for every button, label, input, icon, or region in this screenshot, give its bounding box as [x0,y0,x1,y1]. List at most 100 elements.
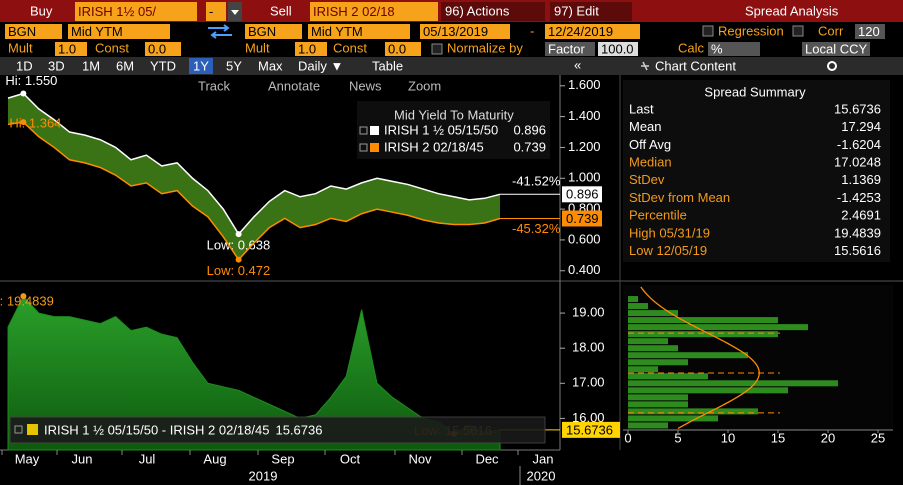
month-label: Dec [475,451,499,466]
histogram-bar [628,324,808,331]
summary-value: -1.4253 [837,190,881,205]
y-tick-label: 18.00 [572,340,605,355]
low-point [235,256,242,263]
period-button[interactable]: 1M [82,58,100,73]
mult-1-value-box[interactable] [55,42,87,56]
high-point [20,119,27,126]
buy-label: Buy [30,3,53,18]
frequency-button[interactable]: Daily ▼ [298,58,343,73]
chart-tool[interactable]: Annotate [268,78,320,93]
source-2-box[interactable] [245,24,302,39]
mult-2-value-box[interactable] [295,42,327,56]
currency-box[interactable] [802,42,870,56]
summary-value: -1.6204 [837,137,881,152]
month-label: Jul [139,451,156,466]
chart-tool[interactable]: Zoom [408,78,441,93]
legend-title: Mid Yield To Maturity [394,107,514,122]
settings-icon[interactable] [827,61,837,71]
period-button[interactable]: 1D [16,58,33,73]
legend-name: IRISH 1 ½ 05/15/50 - IRISH 2 02/18/45 [44,422,269,437]
mult-1-value: 1.0 [58,41,76,56]
const-2-value-box[interactable] [385,42,421,56]
mult-2-value: 1.0 [298,41,316,56]
start-date-box[interactable] [420,24,510,39]
edit-button[interactable] [550,2,632,21]
histogram-bar [628,387,788,394]
month-label: Jan [533,451,554,466]
const-1-value-box[interactable] [145,42,181,56]
histogram-bar [628,310,678,317]
legend-box [9,416,546,444]
period-button[interactable]: 3D [48,58,65,73]
legend-box [357,101,550,159]
edit-label: 97) Edit [554,3,599,18]
pair-dash-box[interactable] [206,2,226,21]
legend-value: 0.739 [513,139,546,154]
y-tick-label: 1.200 [568,139,601,154]
histogram-bar [628,352,748,359]
summary-label: Mean [629,119,662,134]
sell-security-box[interactable] [310,2,438,21]
period-button[interactable]: 1Y [193,58,209,73]
buy-security-box[interactable] [75,2,197,21]
field-2: Mid YTM [311,24,363,39]
yield-line [7,92,501,236]
period-button[interactable]: 6M [116,58,134,73]
corr-checkbox[interactable] [792,25,804,37]
period-button[interactable]: 5Y [226,58,242,73]
corr-label: Corr [818,23,844,38]
summary-value: 2.4691 [841,208,881,223]
period-button[interactable]: YTD [150,58,176,73]
normalize-value-box[interactable] [545,42,595,56]
summary-value: 19.4839 [834,225,881,240]
sell-label: Sell [270,3,292,18]
period-selected[interactable] [189,58,213,74]
y-tick-label: 0.600 [568,231,601,246]
legend-toggle[interactable] [359,143,368,152]
period-button[interactable]: Max [258,58,283,73]
swap-icon[interactable] [208,24,232,39]
legend-toggle[interactable] [359,126,368,135]
end-date-box[interactable] [545,24,640,39]
summary-value: 17.0248 [834,155,881,170]
chart-tool[interactable]: News [349,78,382,93]
low-point [235,231,242,238]
source-1-box[interactable] [5,24,62,39]
table-button[interactable]: Table [372,58,403,73]
field-2-box[interactable] [308,24,410,39]
regression-label: Regression [718,23,784,38]
actions-button[interactable] [441,2,545,21]
legend-toggle[interactable] [14,425,23,434]
factor-value-box[interactable] [598,42,638,56]
chart-content-button[interactable]: Chart Content [655,58,736,73]
last-tag-label: 15.6736 [566,422,613,437]
summary-value: 15.5616 [834,243,881,258]
summary-label: StDev [629,172,665,187]
chart-tool[interactable]: Track [198,78,231,93]
month-label: Oct [340,451,361,466]
calc-value-box[interactable] [708,42,760,56]
histogram-bar [628,366,658,373]
normalize-checkbox[interactable] [431,43,443,55]
calc-label: Calc [678,40,705,55]
end-date: 12/24/2019 [548,24,613,39]
field-1-box[interactable] [68,24,170,39]
histogram-bar [628,401,688,408]
y-tick-label: 17.00 [572,375,605,390]
last-tag [562,210,602,227]
regression-checkbox[interactable] [702,25,714,37]
summary-label: Percentile [629,208,687,223]
content-bar [560,57,903,75]
last-tag-label: 0.896 [566,187,599,202]
low-label: Low: 0.638 [207,238,271,253]
collapse-button[interactable]: « [574,57,581,72]
summary-label: Last [629,101,654,116]
corr-value-box[interactable] [855,24,885,39]
x-tick-label: 15 [771,430,785,445]
summary-value: 1.1369 [841,172,881,187]
last-tag [562,421,620,438]
mult-1-label: Mult [8,40,33,55]
legend-value: 15.6736 [275,422,322,437]
sell-security: IRISH 2 02/18 [313,4,395,19]
